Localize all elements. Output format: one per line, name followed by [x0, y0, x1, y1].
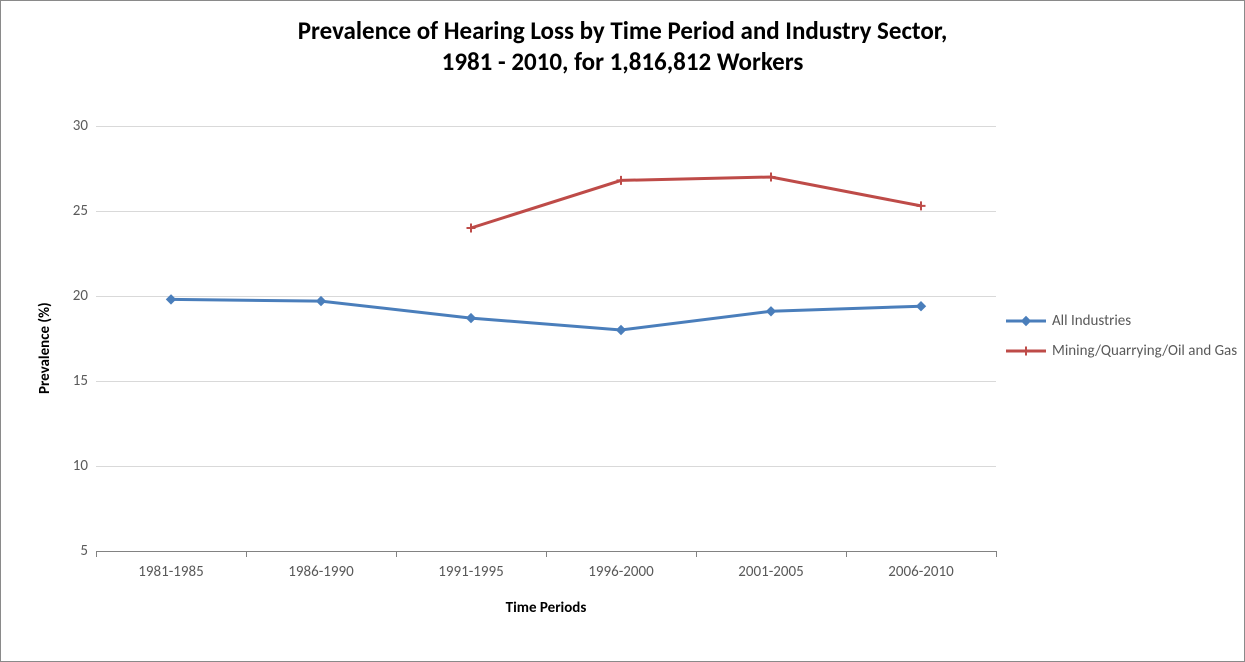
x-tick-mark [996, 551, 997, 557]
x-tick-label: 2006-2010 [846, 563, 996, 581]
x-tick-mark [546, 551, 547, 557]
plot-area: 510152025301981-19851986-19901991-199519… [96, 126, 996, 551]
x-tick-mark [396, 551, 397, 557]
x-tick-label: 1986-1990 [246, 563, 396, 581]
chart-title: Prevalence of Hearing Loss by Time Perio… [1, 15, 1244, 78]
y-axis-title: Prevalence (%) [36, 302, 54, 394]
chart-title-line1: Prevalence of Hearing Loss by Time Perio… [298, 15, 948, 46]
y-tick-label: 15 [48, 372, 88, 390]
x-tick-mark [246, 551, 247, 557]
y-tick-label: 20 [48, 287, 88, 305]
legend: All Industries Mining/Quarrying/Oil and G… [1006, 301, 1237, 371]
x-tick-label: 1981-1985 [96, 563, 246, 581]
series-line [96, 126, 996, 551]
y-tick-label: 10 [48, 457, 88, 475]
x-tick-mark [846, 551, 847, 557]
x-tick-label: 2001-2005 [696, 563, 846, 581]
legend-label: All Industries [1052, 312, 1131, 330]
chart-frame: Prevalence of Hearing Loss by Time Perio… [0, 0, 1245, 662]
x-tick-mark [696, 551, 697, 557]
legend-swatch [1006, 341, 1046, 361]
x-axis-title: Time Periods [96, 599, 996, 617]
legend-item: All Industries [1006, 311, 1237, 331]
x-tick-label: 1991-1995 [396, 563, 546, 581]
legend-label: Mining/Quarrying/Oil and Gas [1052, 342, 1237, 360]
y-tick-label: 30 [48, 117, 88, 135]
x-tick-mark [96, 551, 97, 557]
chart-title-line2: 1981 - 2010, for 1,816,812 Workers [442, 46, 804, 77]
legend-swatch [1006, 311, 1046, 331]
y-tick-label: 25 [48, 202, 88, 220]
y-tick-label: 5 [48, 542, 88, 560]
x-tick-label: 1996-2000 [546, 563, 696, 581]
legend-item: Mining/Quarrying/Oil and Gas [1006, 341, 1237, 361]
